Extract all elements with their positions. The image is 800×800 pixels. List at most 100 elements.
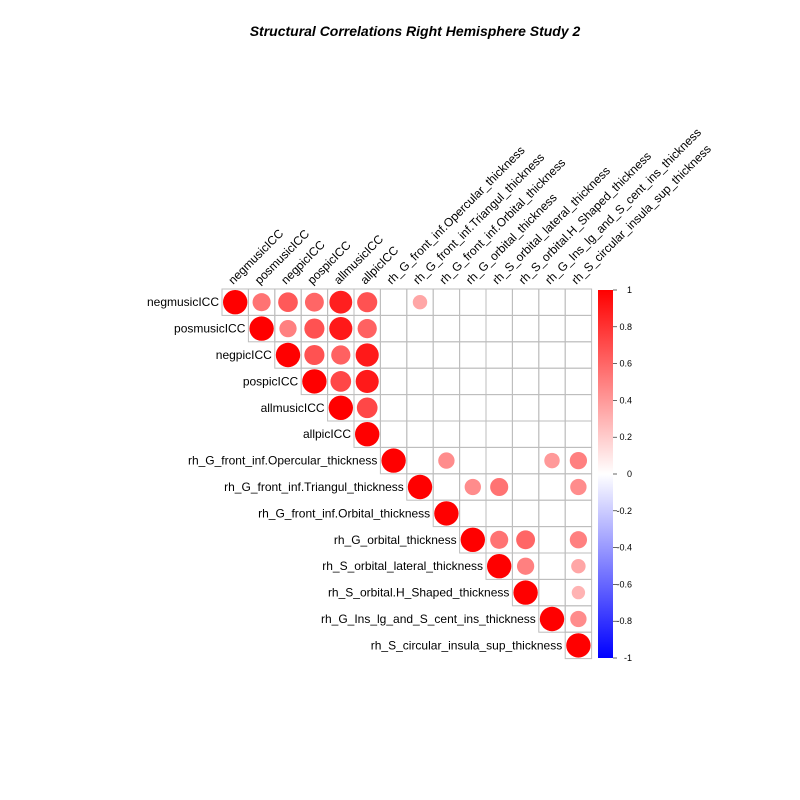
correlation-circle: [279, 319, 297, 338]
circle-layer: [223, 290, 591, 658]
correlation-circle: [516, 530, 536, 550]
grid-cell: [406, 314, 434, 343]
grid-cell: [379, 420, 408, 448]
grid-cell: [379, 341, 408, 369]
colorbar-tick-label: 1: [627, 285, 632, 295]
correlation-circle: [302, 369, 327, 394]
grid-cell: [564, 631, 593, 660]
grid-cell: [406, 420, 434, 448]
grid-cell: [564, 394, 593, 422]
colorbar-tick-label: 0.4: [619, 395, 632, 405]
correlation-circle: [329, 317, 353, 341]
correlation-circle: [434, 501, 459, 526]
colorbar-ticks: 1 0.8 0.6 0.4 0.2 0 -0.2 -0.4 -0.6 -0.8 -1: [613, 285, 632, 663]
correlation-circle: [566, 633, 591, 658]
colorbar-tick-label: 0.8: [619, 322, 632, 332]
grid-cell: [564, 314, 593, 343]
correlation-circle: [516, 557, 535, 575]
colorbar-tick-label: -1: [624, 653, 632, 663]
correlation-circle: [490, 530, 509, 549]
chart-title: Structural Correlations Right Hemisphere…: [250, 23, 581, 39]
grid-cell: [379, 367, 408, 396]
correlation-circle: [569, 451, 588, 470]
grid-cell: [485, 367, 513, 396]
correlation-circle: [356, 397, 378, 419]
correlation-circle: [569, 531, 588, 549]
grid-cell: [432, 394, 461, 422]
grid-cell: [564, 341, 593, 369]
colorbar-tick-label: -0.4: [616, 543, 632, 553]
correlation-circle: [357, 292, 378, 313]
grid-cell: [432, 367, 461, 396]
correlation-circle: [278, 292, 298, 313]
correlation-circle: [407, 474, 433, 500]
grid-cell: [538, 499, 566, 528]
grid-cell: [485, 394, 513, 422]
row-label: rh_G_orbital_thickness: [334, 533, 457, 547]
colorbar-tick-label: -0.2: [616, 506, 632, 516]
grid-cell: [459, 341, 487, 369]
grid-layer: [221, 288, 593, 660]
grid-cell: [511, 314, 540, 343]
grid-cell: [406, 394, 434, 422]
grid-cell: [564, 288, 593, 316]
correlation-circle: [487, 554, 512, 579]
colorbar-tick-label: 0.6: [619, 359, 632, 369]
grid-cell: [511, 394, 540, 422]
correlation-circle: [544, 452, 560, 469]
grid-cell: [485, 499, 513, 528]
grid-cell: [485, 341, 513, 369]
row-label: allpicICC: [303, 427, 351, 441]
column-labels: negmusicICCposmusicICCnegpicICCpospicICC…: [225, 125, 713, 287]
grid-cell: [432, 473, 461, 501]
correlation-circle: [355, 422, 380, 447]
grid-cell: [511, 499, 540, 528]
colorbar-tick-label: 0: [627, 469, 632, 479]
grid-cell: [459, 420, 487, 448]
correlation-circle: [304, 344, 325, 366]
correlation-circle: [571, 585, 586, 600]
grid-cell: [538, 578, 566, 607]
grid-cell: [538, 394, 566, 422]
row-label: negpicICC: [216, 348, 272, 362]
grid-cell: [511, 446, 540, 475]
row-label: rh_G_Ins_lg_and_S_cent_ins_thickness: [321, 612, 536, 626]
correlation-circle: [460, 527, 485, 552]
grid-cell: [406, 341, 434, 369]
grid-cell: [564, 367, 593, 396]
grid-cell: [406, 446, 434, 475]
grid-cell: [459, 314, 487, 343]
grid-cell: [538, 420, 566, 448]
grid-cell: [511, 420, 540, 448]
colorbar: 1 0.8 0.6 0.4 0.2 0 -0.2 -0.4 -0.6 -0.8 -1: [598, 285, 632, 663]
correlation-circle: [438, 452, 455, 469]
colorbar-tick-label: -0.6: [616, 579, 632, 589]
grid-cell: [538, 552, 566, 580]
grid-cell: [379, 314, 408, 343]
correlation-circle: [357, 318, 377, 339]
correlation-circle: [570, 478, 587, 496]
row-label: rh_G_front_inf.Opercular_thickness: [188, 454, 377, 468]
grid-cell: [538, 314, 566, 343]
row-label: posmusicICC: [174, 322, 246, 336]
correlation-circle: [381, 448, 406, 473]
correlation-circle: [304, 318, 325, 339]
grid-cell: [485, 420, 513, 448]
grid-cell: [432, 314, 461, 343]
grid-cell: [538, 526, 566, 554]
grid-cell: [564, 499, 593, 528]
grid-cell: [511, 288, 540, 316]
grid-cell: [485, 314, 513, 343]
grid-cell: [564, 420, 593, 448]
correlation-circle: [539, 606, 565, 632]
row-label: rh_G_front_inf.Orbital_thickness: [258, 506, 430, 520]
row-label: rh_S_orbital.H_Shaped_thickness: [328, 586, 509, 600]
row-label: negmusicICC: [147, 295, 219, 309]
correlation-circle: [412, 294, 428, 310]
row-label: pospicICC: [243, 374, 299, 388]
row-label: rh_S_circular_insula_sup_thickness: [371, 638, 562, 652]
correlation-circle: [570, 610, 587, 628]
grid-cell: [432, 288, 461, 316]
grid-cell: [432, 420, 461, 448]
